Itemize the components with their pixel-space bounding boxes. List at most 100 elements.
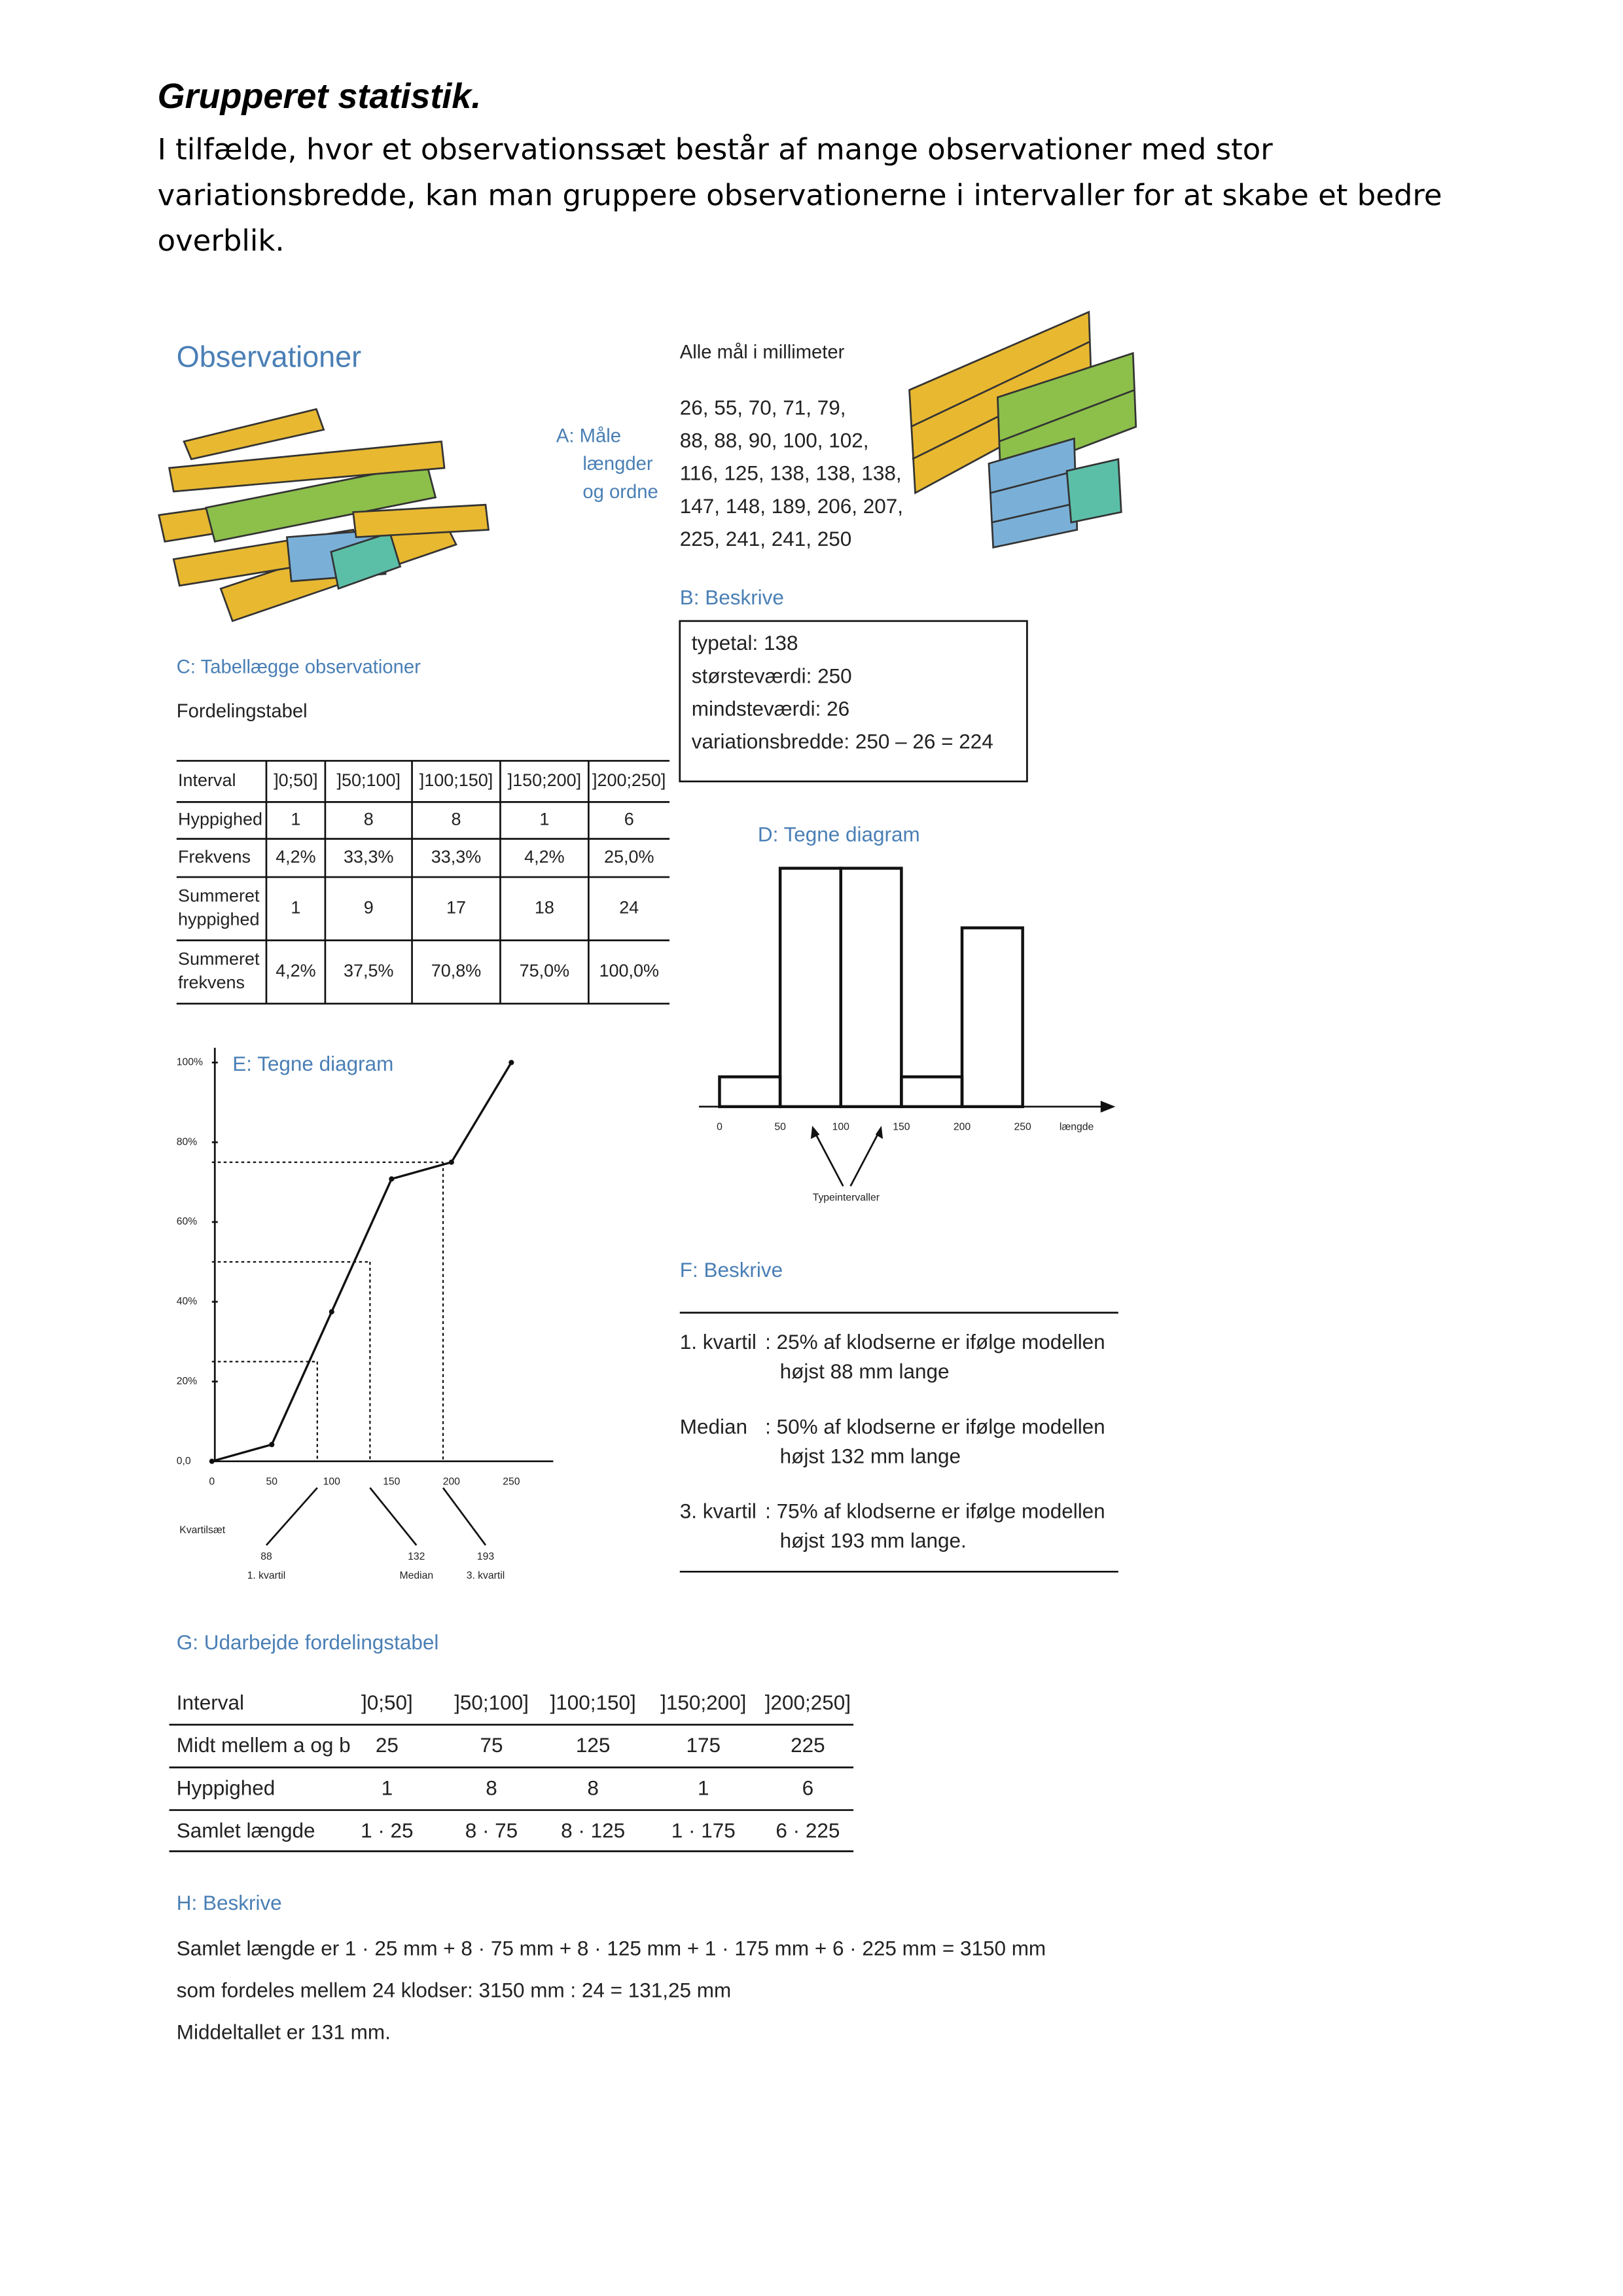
section-title: F: Beskrive: [680, 1259, 783, 1282]
describe-line: variationsbredde: 250 – 26 = 224: [692, 730, 993, 753]
table-cell: 225: [791, 1734, 825, 1757]
table-cell: ]100;150]: [419, 770, 493, 790]
table-cell: ]150;200]: [508, 770, 581, 790]
point: [209, 1458, 215, 1464]
row-label: Samlet længde: [177, 1820, 315, 1842]
table-cell: ]100;150]: [550, 1691, 635, 1714]
table-cell: 24: [619, 898, 639, 918]
table-cell: 8: [364, 810, 374, 829]
row-label: Interval: [178, 770, 236, 790]
table-cell: 8: [452, 810, 461, 829]
table-cell: ]200;250]: [592, 770, 666, 790]
x-tick-label: 250: [1014, 1121, 1031, 1132]
value-line: 88, 88, 90, 100, 102,: [680, 429, 869, 452]
x-tick-label: 50: [266, 1476, 278, 1487]
x-tick-label: 50: [774, 1121, 786, 1132]
arrow: [442, 1487, 487, 1546]
table-cell: 8: [486, 1776, 497, 1799]
value-line: 26, 55, 70, 71, 79,: [680, 396, 846, 419]
row-label: frekvens: [178, 973, 245, 992]
annotation: Typeintervaller: [813, 1192, 880, 1203]
table-cell: 4,2%: [524, 847, 564, 867]
row-label: Interval: [177, 1691, 244, 1714]
describe-line: størsteværdi: 250: [692, 664, 852, 687]
bar: [839, 867, 903, 1109]
table-cell: 125: [576, 1734, 611, 1757]
paragraph-line: variationsbredde, kan man gruppere obser…: [158, 177, 1442, 212]
bar: [778, 867, 842, 1109]
table-cell: 33,3%: [431, 847, 481, 867]
describe-box: [679, 620, 1028, 783]
table-cell: 1 · 175: [671, 1820, 736, 1842]
x-tick-label: 250: [503, 1476, 520, 1487]
term: 3. kvartil: [680, 1500, 757, 1523]
table-cell: 6: [624, 810, 634, 829]
section-title: H: Beskrive: [177, 1892, 282, 1914]
value-line: 225, 241, 241, 250: [680, 528, 851, 550]
paragraph-line: I tilfælde, hvor et observationssæt best…: [158, 132, 1274, 167]
quartile-value: 193: [477, 1551, 494, 1562]
term-text: højst 132 mm lange: [780, 1444, 961, 1467]
table-cell: 33,3%: [344, 847, 393, 867]
annotation: Kvartilsæt: [179, 1525, 226, 1536]
page-title: Grupperet statistik.: [158, 77, 482, 116]
x-tick-label: 100: [832, 1121, 849, 1132]
term-text: : 50% af klodserne er ifølge modellen: [765, 1415, 1105, 1438]
arrow: [849, 1130, 881, 1187]
table-cell: 175: [686, 1734, 721, 1757]
axis-arrow: [1100, 1100, 1116, 1113]
term: 1. kvartil: [680, 1331, 757, 1354]
arrow: [369, 1487, 418, 1546]
term-text: : 25% af klodserne er ifølge modellen: [765, 1331, 1105, 1354]
describe-line: typetal: 138: [692, 632, 798, 655]
term-text: : 75% af klodserne er ifølge modellen: [765, 1500, 1105, 1523]
table-cell: 75: [480, 1734, 503, 1757]
table-cell: ]200;250]: [765, 1691, 851, 1714]
y-tick-label: 20%: [177, 1376, 197, 1387]
x-tick-label: 100: [323, 1476, 340, 1487]
y-tick-label: 40%: [177, 1296, 197, 1307]
table-cell: 4,2%: [276, 961, 315, 980]
value-line: 147, 148, 189, 206, 207,: [680, 495, 903, 518]
row-label: Midt mellem a og b: [177, 1734, 351, 1757]
bar: [960, 926, 1024, 1109]
table-cell: 1: [698, 1776, 709, 1799]
section-title: C: Tabellægge observationer: [177, 657, 421, 678]
table-cell: 1: [382, 1776, 393, 1799]
table-cell: 1: [539, 810, 549, 829]
arrow: [813, 1130, 844, 1187]
section-title: Observationer: [177, 340, 361, 374]
y-tick-label: 60%: [177, 1216, 197, 1227]
summary-line: Middeltallet er 131 mm.: [177, 2021, 391, 2044]
x-axis-label: længde: [1060, 1121, 1094, 1132]
x-tick-label: 200: [954, 1121, 971, 1132]
x-tick-label: 0: [717, 1121, 722, 1132]
summary-line: Samlet længde er 1 · 25 mm + 8 · 75 mm +…: [177, 1937, 1046, 1960]
table-caption: Fordelingstabel: [177, 701, 308, 722]
y-tick-label: 0,0: [177, 1456, 191, 1467]
bar: [900, 1075, 964, 1109]
y-tick-label: 100%: [177, 1057, 203, 1068]
row-label: Hyppighed: [178, 810, 262, 829]
illustration-stacks: [908, 310, 1137, 549]
step-label: og ordne: [582, 482, 658, 503]
point: [269, 1442, 275, 1448]
arrowhead: [875, 1126, 883, 1139]
term-text: højst 193 mm lange.: [780, 1530, 967, 1552]
x-tick-label: 0: [209, 1476, 215, 1487]
table-cell: 8: [587, 1776, 599, 1799]
chart-title: D: Tegne diagram: [758, 823, 920, 846]
quartile-value: 88: [260, 1551, 272, 1562]
summary-line: som fordeles mellem 24 klodser: 3150 mm …: [177, 1979, 731, 2002]
unit-note: Alle mål i millimeter: [680, 342, 845, 363]
term: Median: [680, 1415, 747, 1438]
table-cell: 1 · 25: [361, 1820, 413, 1842]
point: [329, 1309, 334, 1315]
quartile-label: 1. kvartil: [247, 1570, 286, 1581]
point: [448, 1159, 454, 1165]
table-cell: 9: [364, 898, 374, 918]
table-cell: 4,2%: [276, 847, 315, 867]
table-cell: 18: [535, 898, 554, 918]
